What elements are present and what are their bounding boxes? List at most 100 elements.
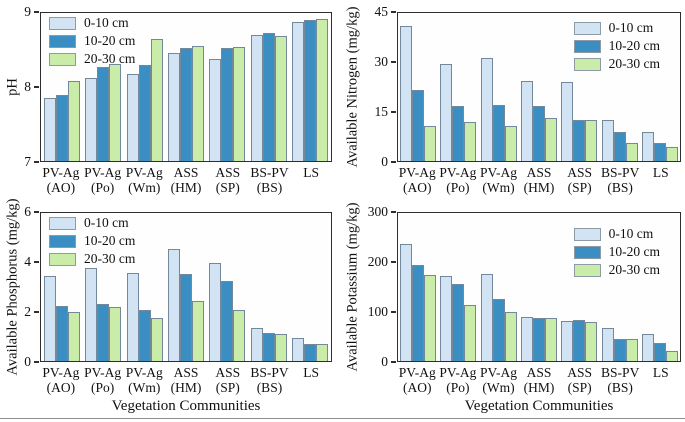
bar-ph-s1-c7 [292,21,305,161]
bar-nitrogen-s2-c4 [532,105,545,161]
bar-nitrogen-s3-c2 [464,122,477,161]
x-category-line1: PV-Ag [398,165,436,180]
bar-group-7 [290,213,331,361]
x-category-label: LS [303,365,320,380]
legend-swatch-icon [49,252,76,266]
legend-label: 20-30 cm [608,262,660,277]
x-category-label: PV-Ag (Wm) [478,165,519,195]
x-category-label: ASS (SP) [207,165,249,195]
bar-potassium-s2-c6 [613,338,626,361]
bar-potassium-s3-c5 [585,322,598,361]
x-category-line2: (Wm) [128,380,161,395]
bar-group-2 [82,13,123,161]
bar-group-2 [438,13,478,161]
x-category-labels: PV-Ag (AO) PV-Ag (Po) PV-Ag (Wm) ASS (HM) ASS (SP… [40,365,332,395]
legend-item: 20-30 cm [49,52,135,66]
x-category-line1: BS-PV [601,165,640,180]
bar-phosphorus-s3-c4 [191,300,204,361]
x-category-label: BS-PV (BS) [600,165,641,195]
y-tick-label: 100 [367,304,388,319]
bar-nitrogen-s2-c6 [613,131,626,161]
x-category-labels: PV-Ag (AO) PV-Ag (Po) PV-Ag (Wm) ASS (HM) ASS (SP… [397,365,681,395]
legend-label: 0-10 cm [84,15,129,30]
legend-label: 20-30 cm [84,51,136,66]
bar-group-2 [82,213,123,361]
bar-nitrogen-s3-c7 [665,147,678,161]
bar-nitrogen-s1-c5 [561,82,574,161]
bar-group-3 [479,213,519,361]
x-category-line1: BS-PV [601,365,640,380]
bar-potassium-s2-c5 [573,320,586,361]
legend-item: 20-30 cm [573,262,660,277]
legend-item: 0-10 cm [49,16,135,30]
x-category-line1: PV-Ag [398,365,436,380]
y-tick-label: 15 [374,104,389,119]
bar-phosphorus-s2-c3 [138,310,151,361]
panel-ph: 0-10 cm 10-20 cm 20-30 cm 7 8 9 pH PV-Ag (AO) PV-… [0,0,342,206]
bar-group-5 [207,13,248,161]
bar-phosphorus-s2-c2 [97,304,110,361]
bar-ph-s2-c4 [179,48,192,161]
x-category-labels: PV-Ag (AO) PV-Ag (Po) PV-Ag (Wm) ASS (HM) ASS (SP… [40,165,332,195]
x-category-label: LS [303,165,320,180]
y-tick-mark [34,11,39,13]
x-category-label: ASS (HM) [519,165,560,195]
bar-ph-s2-c7 [304,20,317,161]
legend-item: 0-10 cm [49,216,135,230]
x-category-label: PV-Ag (AO) [40,365,82,395]
y-tick-mark [34,211,39,213]
legend-ph: 0-10 cm 10-20 cm 20-30 cm [49,16,135,70]
legend-swatch-icon [49,52,76,66]
panel-available-potassium: 0-10 cm 10-20 cm 20-30 cm 0 100 200 300 Availab… [342,202,685,420]
bar-nitrogen-s3-c6 [625,143,638,161]
x-category-line2: (AO) [403,180,432,195]
x-category-line1: ASS [173,165,199,180]
bar-group-3 [124,13,165,161]
bar-group-6 [599,13,639,161]
y-tick-label: 0 [381,354,388,369]
x-category-label: ASS (SP) [207,365,249,395]
x-category-line2: (BS) [607,180,633,195]
bar-potassium-s3-c4 [544,317,557,361]
legend-item: 0-10 cm [573,21,660,35]
legend-label: 0-10 cm [84,215,129,230]
bar-nitrogen-s2-c5 [573,120,586,161]
bar-phosphorus-s1-c4 [167,249,180,361]
legend-swatch-icon [49,216,76,230]
bar-group-6 [599,213,639,361]
bar-potassium-s3-c1 [424,274,437,361]
bar-nitrogen-s1-c6 [601,120,614,161]
x-axis-title: Vegetation Communities [111,398,261,414]
bar-phosphorus-s1-c6 [250,327,263,361]
y-tick-mark [34,261,39,263]
x-category-label: BS-PV (BS) [249,165,291,195]
bar-group-4 [165,213,206,361]
x-category-label: LS [652,165,669,180]
x-category-label: ASS (HM) [165,165,207,195]
bar-potassium-s1-c2 [440,275,453,361]
bar-potassium-s3-c6 [625,339,638,361]
bar-nitrogen-s3-c5 [585,120,598,161]
bar-group-1 [41,13,82,161]
bar-group-5 [559,213,599,361]
bar-ph-s1-c6 [250,34,263,161]
bar-group-3 [479,13,519,161]
x-category-line2: (AO) [403,380,432,395]
x-category-line2: (BS) [256,180,283,195]
bar-nitrogen-s1-c4 [520,80,533,161]
bar-phosphorus-s2-c7 [304,343,317,361]
y-tick-label: 2 [24,304,31,319]
bar-ph-s3-c6 [274,36,287,161]
legend-label: 10-20 cm [84,233,136,248]
x-category-label: PV-Ag (Wm) [123,365,165,395]
x-category-line1: BS-PV [250,165,289,180]
y-tick-label: 200 [367,254,388,269]
figure-bottom-rule [0,418,685,419]
panel-available-phosphorus: 0-10 cm 10-20 cm 20-30 cm 0 2 4 6 Available Pho… [0,199,342,420]
bar-group-6 [248,213,289,361]
y-tick-label: 300 [367,204,388,219]
bar-phosphorus-s2-c4 [179,273,192,361]
x-category-label: PV-Ag (Po) [438,365,479,395]
bar-potassium-s1-c5 [561,321,574,361]
y-axis-title-potassium: Available Potassium (mg/kg) [344,202,361,372]
